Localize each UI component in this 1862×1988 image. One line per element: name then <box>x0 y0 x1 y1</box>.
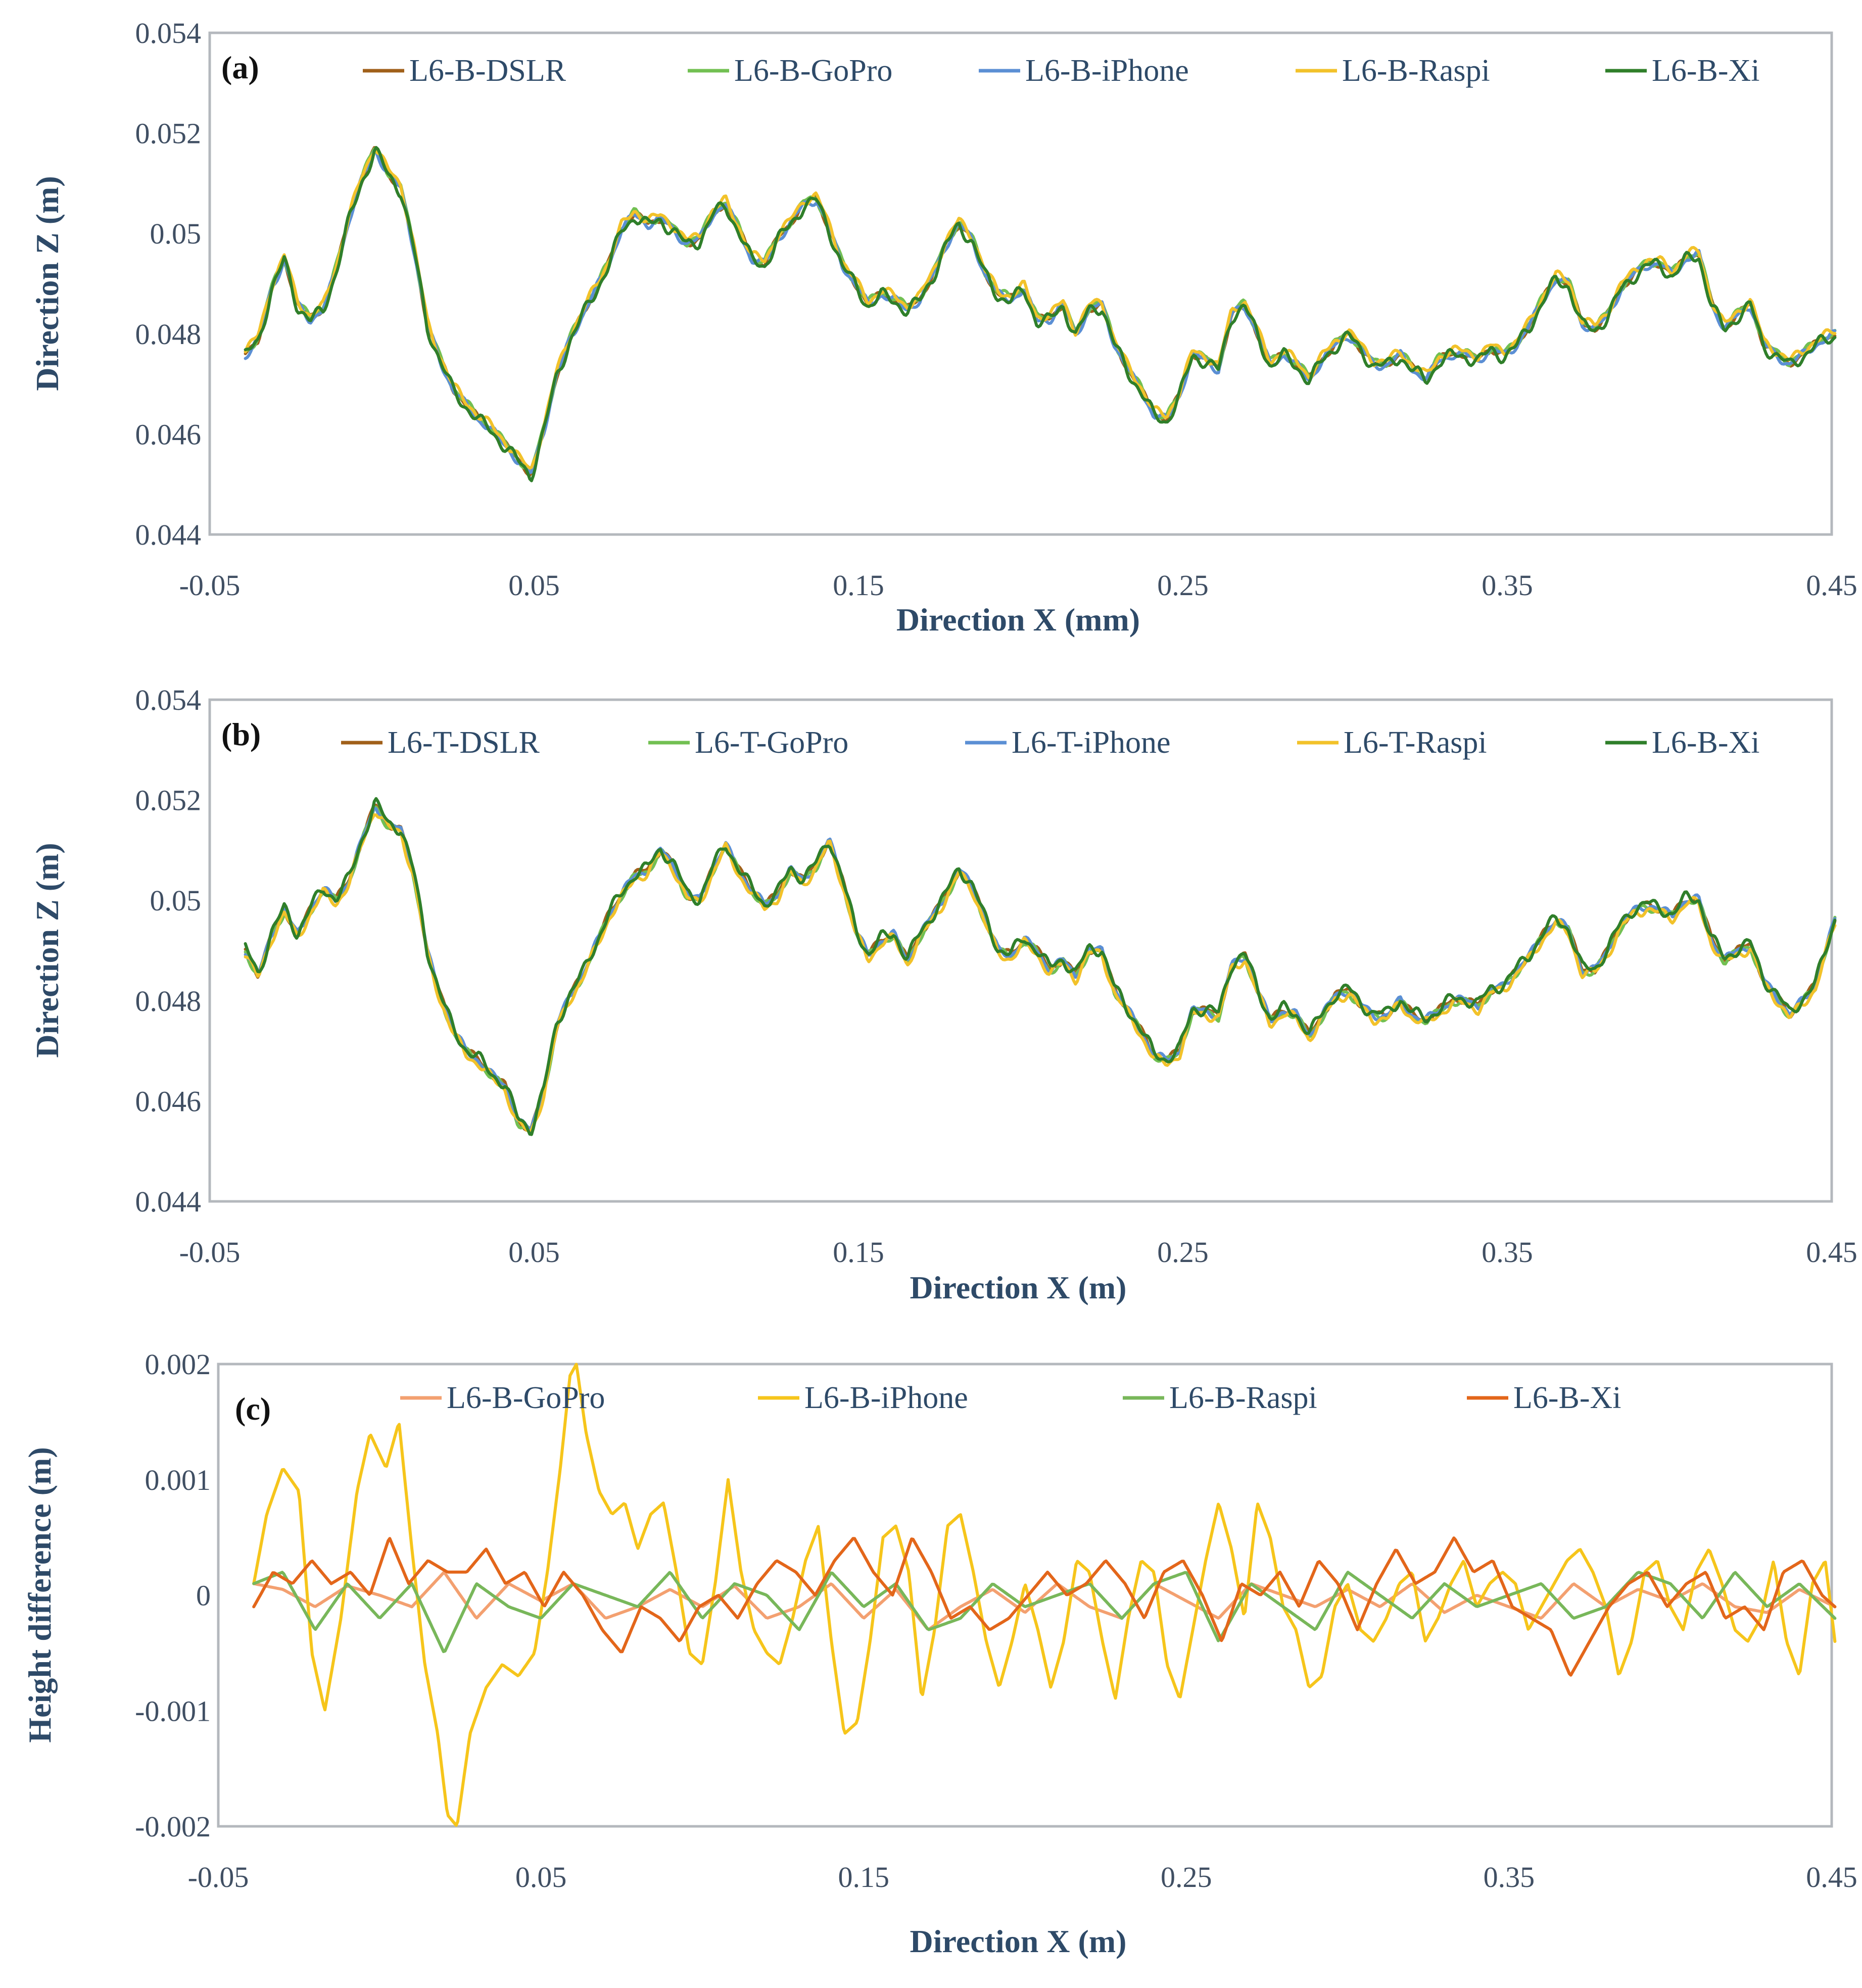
series-line-l6-b-xi <box>252 1536 1837 1677</box>
y-tick-label: 0.052 <box>135 784 202 817</box>
legend-entry: L6-T-Raspi <box>1344 725 1487 760</box>
x-tick-label: -0.05 <box>188 1861 249 1894</box>
y-tick-label: 0.048 <box>135 985 202 1017</box>
y-tick-label: 0.044 <box>135 1185 202 1218</box>
series-line-l6-b-xi <box>244 146 1837 482</box>
series-line-l6-b-iphone <box>252 1363 1837 1827</box>
y-tick-label: -0.002 <box>135 1810 211 1843</box>
x-tick-label: 0.15 <box>838 1861 889 1894</box>
series-line-l6-b-raspi <box>252 1571 1837 1654</box>
panel-b-legend: L6-T-DSLR L6-T-GoPro L6-T-iPhone L6-T-Raspi… <box>341 725 1760 760</box>
x-tick-label: 0.45 <box>1806 1236 1857 1269</box>
panel-c-lines <box>252 1363 1837 1827</box>
panel-b: (b) Direction X (m) Direction Z (m) 0.05… <box>29 684 1857 1305</box>
panel-c-xticks: -0.05 0.05 0.15 0.25 0.35 0.45 <box>188 1861 1857 1894</box>
panel-a-label: (a) <box>221 50 259 85</box>
panel-c-xlabel: Direction X (m) <box>910 1923 1127 1959</box>
x-tick-label: 0.05 <box>508 569 560 602</box>
legend-entry: L6-B-GoPro <box>734 54 892 88</box>
x-tick-label: 0.05 <box>508 1236 560 1269</box>
x-tick-label: 0.35 <box>1484 1861 1535 1894</box>
y-tick-label: 0.054 <box>135 684 202 716</box>
panel-b-xticks: -0.05 0.05 0.15 0.25 0.35 0.45 <box>179 1236 1857 1269</box>
y-tick-label: 0 <box>196 1579 211 1612</box>
y-tick-label: 0.052 <box>135 117 202 150</box>
x-tick-label: -0.05 <box>179 569 241 602</box>
panel-a-xlabel: Direction X (mm) <box>896 602 1140 638</box>
y-tick-label: 0.002 <box>145 1348 211 1381</box>
x-tick-label: 0.35 <box>1482 569 1533 602</box>
x-tick-label: 0.25 <box>1157 1236 1209 1269</box>
legend-entry: L6-T-GoPro <box>695 725 848 760</box>
panel-a-lines <box>244 146 1837 482</box>
panel-a-legend: L6-B-DSLR L6-B-GoPro L6-B-iPhone L6-B-Raspi… <box>363 54 1760 88</box>
y-tick-label: 0.054 <box>135 17 202 50</box>
y-tick-label: 0.05 <box>150 884 202 917</box>
legend-entry: L6-B-GoPro <box>447 1381 605 1415</box>
legend-entry: L6-B-Raspi <box>1342 54 1490 88</box>
legend-entry: L6-B-iPhone <box>1025 54 1189 88</box>
legend-entry: L6-B-Xi <box>1652 725 1760 760</box>
series-line-l6-b-gopro <box>252 1571 1837 1631</box>
y-tick-label: 0.05 <box>150 217 202 250</box>
panel-b-frame <box>208 698 1833 1203</box>
panel-b-yticks: 0.054 0.052 0.05 0.048 0.046 0.044 <box>135 684 202 1218</box>
x-tick-label: 0.15 <box>833 1236 884 1269</box>
panel-a: (a) Direction X (mm) Direction Z (m) 0.0… <box>29 17 1857 638</box>
panel-c: (c) Direction X (m) Height difference (m… <box>22 1348 1857 1959</box>
y-tick-label: -0.001 <box>135 1694 211 1727</box>
panel-c-label: (c) <box>235 1391 271 1427</box>
panel-c-frame <box>217 1363 1833 1828</box>
panel-b-ylabel: Direction Z (m) <box>29 843 65 1057</box>
y-tick-label: 0.046 <box>135 1085 202 1118</box>
x-tick-label: 0.35 <box>1482 1236 1533 1269</box>
x-tick-label: 0.45 <box>1806 569 1857 602</box>
y-tick-label: 0.048 <box>135 318 202 351</box>
legend-entry: L6-B-DSLR <box>409 54 566 88</box>
panel-a-frame <box>208 31 1833 536</box>
legend-entry: L6-B-Xi <box>1513 1381 1621 1415</box>
series-line-l6-b-xi <box>244 797 1837 1136</box>
series-line-l6-b-raspi <box>244 150 1837 470</box>
legend-entry: L6-B-Raspi <box>1169 1381 1317 1415</box>
legend-entry: L6-T-iPhone <box>1012 725 1171 760</box>
y-tick-label: 0.046 <box>135 418 202 451</box>
panel-b-lines <box>244 797 1837 1136</box>
legend-entry: L6-B-Xi <box>1652 54 1760 88</box>
x-tick-label: 0.05 <box>515 1861 567 1894</box>
panel-c-yticks: 0.002 0.001 0 -0.001 -0.002 <box>135 1348 211 1843</box>
panel-b-label: (b) <box>221 716 261 752</box>
x-tick-label: 0.25 <box>1161 1861 1212 1894</box>
x-tick-label: 0.45 <box>1806 1861 1857 1894</box>
legend-entry: L6-T-DSLR <box>388 725 540 760</box>
panel-a-xticks: -0.05 0.05 0.15 0.25 0.35 0.45 <box>179 569 1857 602</box>
panel-a-ylabel: Direction Z (m) <box>29 176 65 391</box>
legend-entry: L6-B-iPhone <box>804 1381 968 1415</box>
x-tick-label: 0.25 <box>1157 569 1209 602</box>
panel-c-legend: L6-B-GoPro L6-B-iPhone L6-B-Raspi L6-B-Xi <box>400 1381 1621 1415</box>
x-tick-label: 0.15 <box>833 569 884 602</box>
panel-b-xlabel: Direction X (m) <box>910 1270 1127 1305</box>
panel-c-ylabel: Height difference (m) <box>22 1447 58 1742</box>
panel-a-yticks: 0.054 0.052 0.05 0.048 0.046 0.044 <box>135 17 202 551</box>
y-tick-label: 0.001 <box>145 1464 211 1496</box>
y-tick-label: 0.044 <box>135 518 202 551</box>
x-tick-label: -0.05 <box>179 1236 241 1269</box>
